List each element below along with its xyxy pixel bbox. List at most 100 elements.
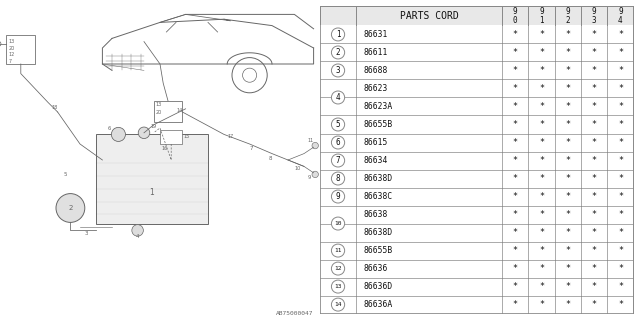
Bar	[320, 170, 634, 188]
Text: *: *	[565, 282, 570, 291]
Text: 86655B: 86655B	[364, 120, 393, 129]
Text: 11: 11	[307, 138, 314, 143]
Circle shape	[332, 136, 345, 149]
Text: 9: 9	[513, 7, 517, 16]
Text: *: *	[565, 300, 570, 309]
Bar	[320, 6, 634, 26]
Text: 4: 4	[618, 16, 623, 25]
Text: *: *	[539, 102, 544, 111]
Text: 9: 9	[336, 192, 340, 201]
Text: 3: 3	[84, 231, 88, 236]
Text: *: *	[591, 156, 596, 165]
Text: *: *	[618, 192, 623, 201]
Text: *: *	[513, 120, 518, 129]
Text: *: *	[513, 138, 518, 147]
Text: *: *	[539, 300, 544, 309]
Circle shape	[332, 64, 345, 77]
Text: *: *	[539, 138, 544, 147]
Bar	[154, 101, 182, 122]
Text: *: *	[618, 30, 623, 39]
Bar	[320, 44, 634, 61]
Text: *: *	[513, 246, 518, 255]
Text: *: *	[565, 102, 570, 111]
Text: 9: 9	[592, 7, 596, 16]
Text: *: *	[618, 300, 623, 309]
Text: 1: 1	[539, 16, 544, 25]
Text: 86634: 86634	[364, 156, 388, 165]
Bar	[320, 79, 634, 98]
Text: 6: 6	[108, 125, 111, 131]
Circle shape	[332, 28, 345, 41]
Text: *: *	[539, 192, 544, 201]
Text: *: *	[565, 138, 570, 147]
Circle shape	[332, 190, 345, 203]
Text: 8: 8	[269, 156, 272, 161]
Circle shape	[138, 127, 150, 139]
Text: 9: 9	[618, 7, 623, 16]
Bar	[320, 260, 634, 277]
Text: *: *	[539, 282, 544, 291]
Bar	[160, 130, 182, 144]
Bar	[320, 205, 634, 224]
Text: *: *	[565, 210, 570, 219]
Text: *: *	[618, 282, 623, 291]
Text: *: *	[565, 156, 570, 165]
Circle shape	[332, 217, 345, 230]
Text: PARTS CORD: PARTS CORD	[399, 11, 458, 21]
Text: 15: 15	[183, 134, 189, 139]
Text: 6: 6	[336, 138, 340, 147]
Circle shape	[332, 118, 345, 131]
Bar	[320, 26, 634, 44]
Text: *: *	[591, 228, 596, 237]
Text: *: *	[565, 264, 570, 273]
Text: 2: 2	[68, 205, 72, 211]
Text: *: *	[539, 30, 544, 39]
Text: 8: 8	[336, 174, 340, 183]
Text: 86623A: 86623A	[364, 102, 393, 111]
Text: *: *	[539, 246, 544, 255]
Text: *: *	[539, 174, 544, 183]
Text: *: *	[565, 246, 570, 255]
Text: *: *	[591, 138, 596, 147]
Bar	[320, 116, 634, 133]
Circle shape	[332, 244, 345, 257]
Text: 5: 5	[336, 120, 340, 129]
Text: *: *	[591, 246, 596, 255]
Circle shape	[332, 91, 345, 104]
Text: 4: 4	[136, 234, 140, 239]
Bar	[320, 61, 634, 79]
Text: *: *	[618, 84, 623, 93]
Text: 13: 13	[9, 39, 15, 44]
Text: 4: 4	[336, 93, 340, 102]
Text: *: *	[513, 156, 518, 165]
Text: *: *	[539, 84, 544, 93]
Text: 86638: 86638	[364, 210, 388, 219]
Text: *: *	[565, 228, 570, 237]
Text: *: *	[618, 48, 623, 57]
Bar	[320, 296, 634, 314]
Text: *: *	[513, 228, 518, 237]
Text: *: *	[539, 210, 544, 219]
Text: *: *	[513, 282, 518, 291]
Text: 86615: 86615	[364, 138, 388, 147]
Bar	[320, 188, 634, 205]
Text: 12: 12	[334, 266, 342, 271]
Text: *: *	[591, 174, 596, 183]
Text: 3: 3	[592, 16, 596, 25]
Text: 86655B: 86655B	[364, 246, 393, 255]
Text: *: *	[513, 84, 518, 93]
Text: *: *	[513, 102, 518, 111]
Text: 86636A: 86636A	[364, 300, 393, 309]
Text: *: *	[513, 210, 518, 219]
Bar	[320, 151, 634, 170]
Text: *: *	[618, 138, 623, 147]
Bar	[320, 98, 634, 116]
Text: *: *	[618, 102, 623, 111]
Circle shape	[332, 298, 345, 311]
Text: 7: 7	[9, 59, 12, 64]
Text: *: *	[513, 48, 518, 57]
Text: *: *	[513, 192, 518, 201]
Bar	[320, 277, 634, 296]
Text: 10: 10	[334, 221, 342, 226]
Text: 10: 10	[294, 166, 301, 171]
